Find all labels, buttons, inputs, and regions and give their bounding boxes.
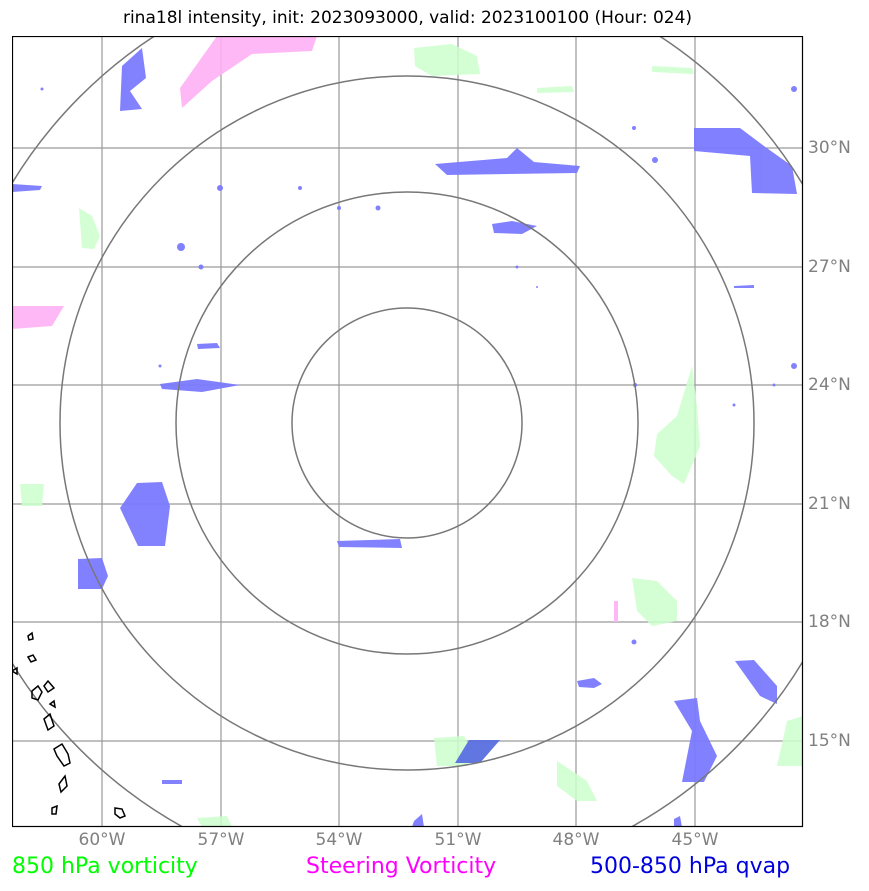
legend-vort850: 850 hPa vorticity	[12, 854, 198, 879]
map-frame	[12, 36, 804, 828]
lon-label-51w: 51°W	[434, 830, 482, 850]
map-panel	[12, 36, 804, 828]
lon-label-57w: 57°W	[197, 830, 245, 850]
range-rings	[12, 36, 803, 827]
lat-label-15n: 15°N	[808, 731, 851, 751]
legend-steering: Steering Vorticity	[306, 854, 497, 879]
lat-label-27n: 27°N	[808, 257, 851, 277]
legend-qvap: 500-850 hPa qvap	[590, 854, 791, 879]
lon-label-45w: 45°W	[671, 830, 719, 850]
steering-contours	[12, 36, 618, 622]
lon-label-60w: 60°W	[78, 830, 126, 850]
lat-label-24n: 24°N	[808, 375, 851, 395]
coastline	[12, 631, 126, 819]
lat-label-30n: 30°N	[808, 138, 851, 158]
lat-label-18n: 18°N	[808, 612, 851, 632]
lon-label-48w: 48°W	[552, 830, 600, 850]
lon-label-54w: 54°W	[315, 830, 363, 850]
map-title: rina18l intensity, init: 2023093000, val…	[122, 8, 693, 28]
qvap-contours	[12, 48, 797, 827]
lat-label-21n: 21°N	[808, 494, 851, 514]
